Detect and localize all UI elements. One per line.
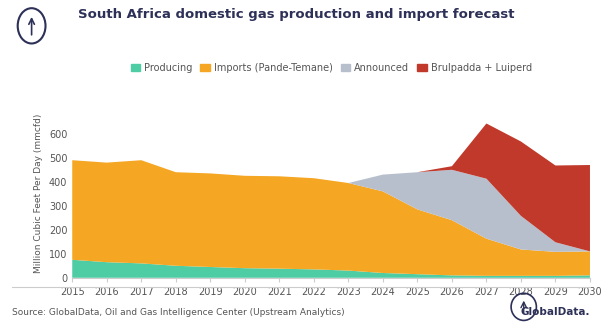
- Text: South Africa domestic gas production and import forecast: South Africa domestic gas production and…: [78, 8, 515, 21]
- Legend: Producing, Imports (Pande-Temane), Announced, Brulpadda + Luiperd: Producing, Imports (Pande-Temane), Annou…: [131, 63, 532, 73]
- Text: GlobalData.: GlobalData.: [521, 307, 590, 317]
- Text: Source: GlobalData, Oil and Gas Intelligence Center (Upstream Analytics): Source: GlobalData, Oil and Gas Intellig…: [12, 307, 345, 317]
- Y-axis label: Million Cubic Feet Per Day (mmcfd): Million Cubic Feet Per Day (mmcfd): [34, 114, 43, 274]
